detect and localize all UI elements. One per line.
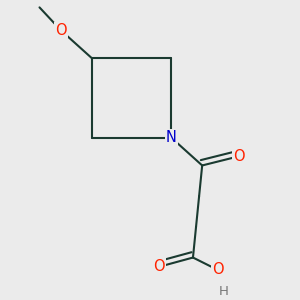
Text: O: O xyxy=(153,259,165,274)
Text: O: O xyxy=(233,149,245,164)
Text: H: H xyxy=(219,285,229,298)
Text: N: N xyxy=(166,130,177,145)
Text: O: O xyxy=(55,23,67,38)
Text: O: O xyxy=(212,262,223,277)
